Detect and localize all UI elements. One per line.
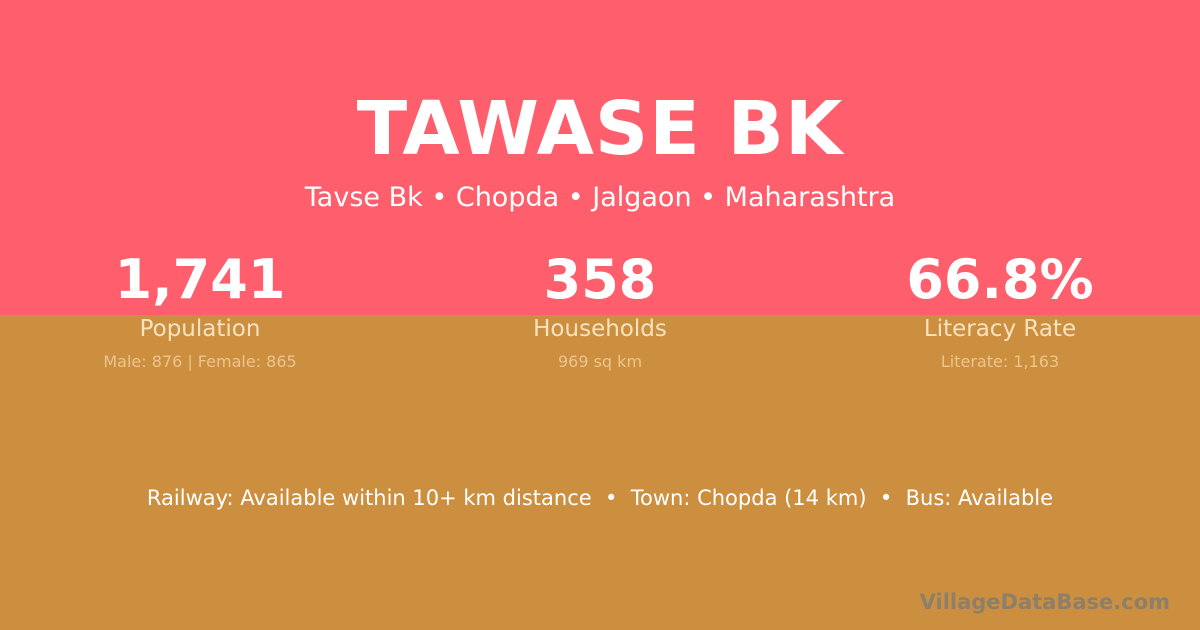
stat-value: 1,741 (114, 248, 286, 311)
stat-value: 66.8% (906, 248, 1094, 311)
site-logo: VillageDataBase.com (919, 590, 1170, 614)
stat-detail: Male: 876 | Female: 865 (103, 352, 297, 371)
stat-value: 358 (543, 248, 657, 311)
stat-population: 1,741 Population Male: 876 | Female: 865 (0, 248, 400, 372)
stat-label: Population (139, 316, 261, 342)
stat-label: Households (533, 316, 667, 342)
connectivity-info: Railway: Available within 10+ km distanc… (146, 486, 1054, 510)
footer-band (0, 315, 1200, 630)
stat-label: Literacy Rate (923, 316, 1077, 342)
stat-literacy: 66.8% Literacy Rate Literate: 1,163 (800, 248, 1200, 372)
stat-detail: Literate: 1,163 (940, 352, 1060, 371)
header-band (0, 0, 1200, 315)
village-title: TAWASE BK (356, 86, 844, 172)
stat-detail: 969 sq km (557, 352, 643, 371)
stat-households: 358 Households 969 sq km (400, 248, 800, 372)
location-breadcrumb: Tavse Bk • Chopda • Jalgaon • Maharashtr… (304, 182, 896, 213)
